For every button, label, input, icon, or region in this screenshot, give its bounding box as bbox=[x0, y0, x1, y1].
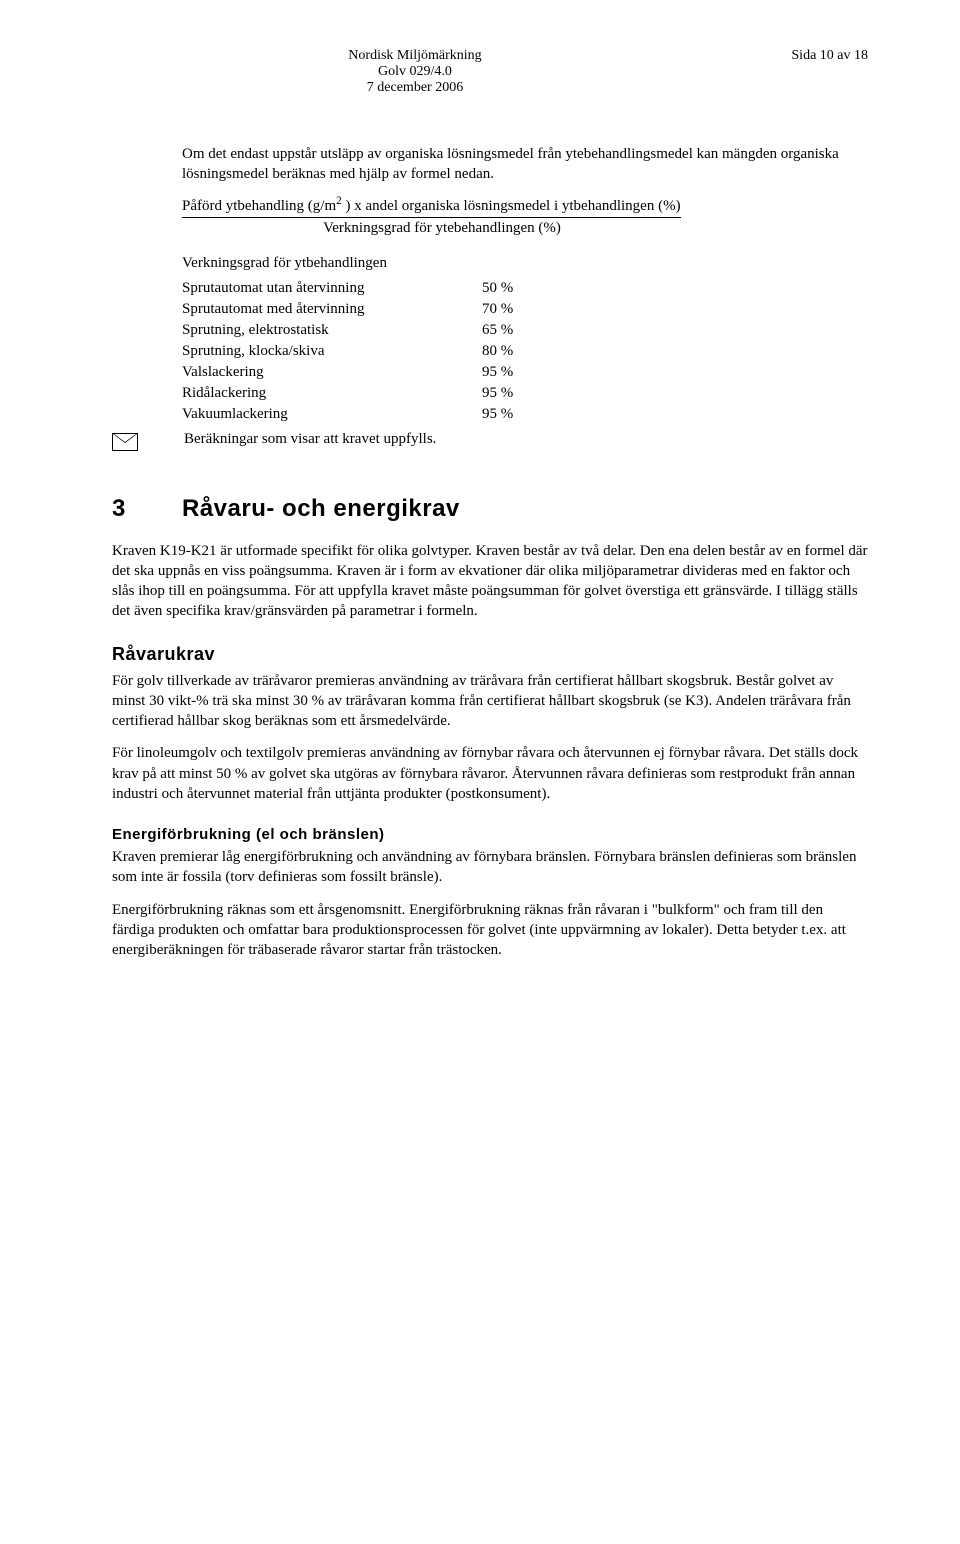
efficiency-heading: Verkningsgrad för ytbehandlingen bbox=[182, 255, 868, 272]
mail-icon bbox=[112, 433, 138, 451]
table-row: Valslackering 95 % bbox=[182, 362, 542, 383]
formula-numerator-a: Påförd ytbehandling (g/m bbox=[182, 198, 336, 214]
row-value: 95 % bbox=[482, 404, 542, 425]
section-title: Råvaru- och energikrav bbox=[182, 495, 460, 522]
header-page-number: Sida 10 av 18 bbox=[718, 48, 868, 96]
row-value: 95 % bbox=[482, 383, 542, 404]
formula-numerator-row: Påförd ytbehandling (g/m2 ) x andel orga… bbox=[182, 195, 868, 218]
formula-numerator-b: ) x andel organiska lösningsmedel i ytbe… bbox=[342, 198, 681, 214]
table-row: Sprutning, klocka/skiva 80 % bbox=[182, 341, 542, 362]
header-line-1: Nordisk Miljömärkning bbox=[112, 48, 718, 64]
section-3-heading: 3Råvaru- och energikrav bbox=[112, 495, 868, 523]
row-value: 80 % bbox=[482, 341, 542, 362]
row-value: 50 % bbox=[482, 278, 542, 299]
header-line-2: Golv 029/4.0 bbox=[112, 64, 718, 80]
header-center-block: Nordisk Miljömärkning Golv 029/4.0 7 dec… bbox=[112, 48, 718, 96]
table-row: Sprutautomat utan återvinning 50 % bbox=[182, 278, 542, 299]
table-row: Sprutning, elektrostatisk 65 % bbox=[182, 320, 542, 341]
formula-numerator: Påförd ytbehandling (g/m2 ) x andel orga… bbox=[182, 195, 681, 218]
mail-note-row: Beräkningar som visar att kravet uppfyll… bbox=[112, 431, 868, 451]
ravarukrav-heading: Råvarukrav bbox=[112, 644, 868, 665]
table-row: Sprutautomat med återvinning 70 % bbox=[182, 299, 542, 320]
header-line-3: 7 december 2006 bbox=[112, 80, 718, 96]
ravarukrav-p2: För linoleumgolv och textilgolv premiera… bbox=[112, 743, 868, 804]
section-3-paragraph: Kraven K19-K21 är utformade specifikt fö… bbox=[112, 541, 868, 622]
row-value: 70 % bbox=[482, 299, 542, 320]
intro-paragraph: Om det endast uppstår utsläpp av organis… bbox=[182, 144, 868, 185]
row-label: Sprutning, elektrostatisk bbox=[182, 320, 482, 341]
section-number: 3 bbox=[112, 495, 182, 523]
formula-denominator: Verkningsgrad för ytebehandlingen (%) bbox=[182, 220, 702, 237]
row-label: Sprutautomat utan återvinning bbox=[182, 278, 482, 299]
row-label: Valslackering bbox=[182, 362, 482, 383]
mail-note-text: Beräkningar som visar att kravet uppfyll… bbox=[184, 431, 436, 448]
row-label: Sprutautomat med återvinning bbox=[182, 299, 482, 320]
ravarukrav-p1: För golv tillverkade av träråvaror premi… bbox=[112, 671, 868, 732]
row-value: 95 % bbox=[482, 362, 542, 383]
energi-p1: Kraven premierar låg energiförbrukning o… bbox=[112, 847, 868, 888]
table-row: Vakuumlackering 95 % bbox=[182, 404, 542, 425]
row-label: Ridålackering bbox=[182, 383, 482, 404]
table-row: Ridålackering 95 % bbox=[182, 383, 542, 404]
energi-heading: Energiförbrukning (el och bränslen) bbox=[112, 826, 868, 843]
intro-text: Om det endast uppstår utsläpp av organis… bbox=[182, 144, 868, 185]
energi-p2: Energiförbrukning räknas som ett årsgeno… bbox=[112, 900, 868, 961]
row-label: Sprutning, klocka/skiva bbox=[182, 341, 482, 362]
page-header: Nordisk Miljömärkning Golv 029/4.0 7 dec… bbox=[112, 48, 868, 96]
row-label: Vakuumlackering bbox=[182, 404, 482, 425]
page: Nordisk Miljömärkning Golv 029/4.0 7 dec… bbox=[0, 0, 960, 1020]
efficiency-table: Sprutautomat utan återvinning 50 % Sprut… bbox=[182, 278, 542, 425]
row-value: 65 % bbox=[482, 320, 542, 341]
